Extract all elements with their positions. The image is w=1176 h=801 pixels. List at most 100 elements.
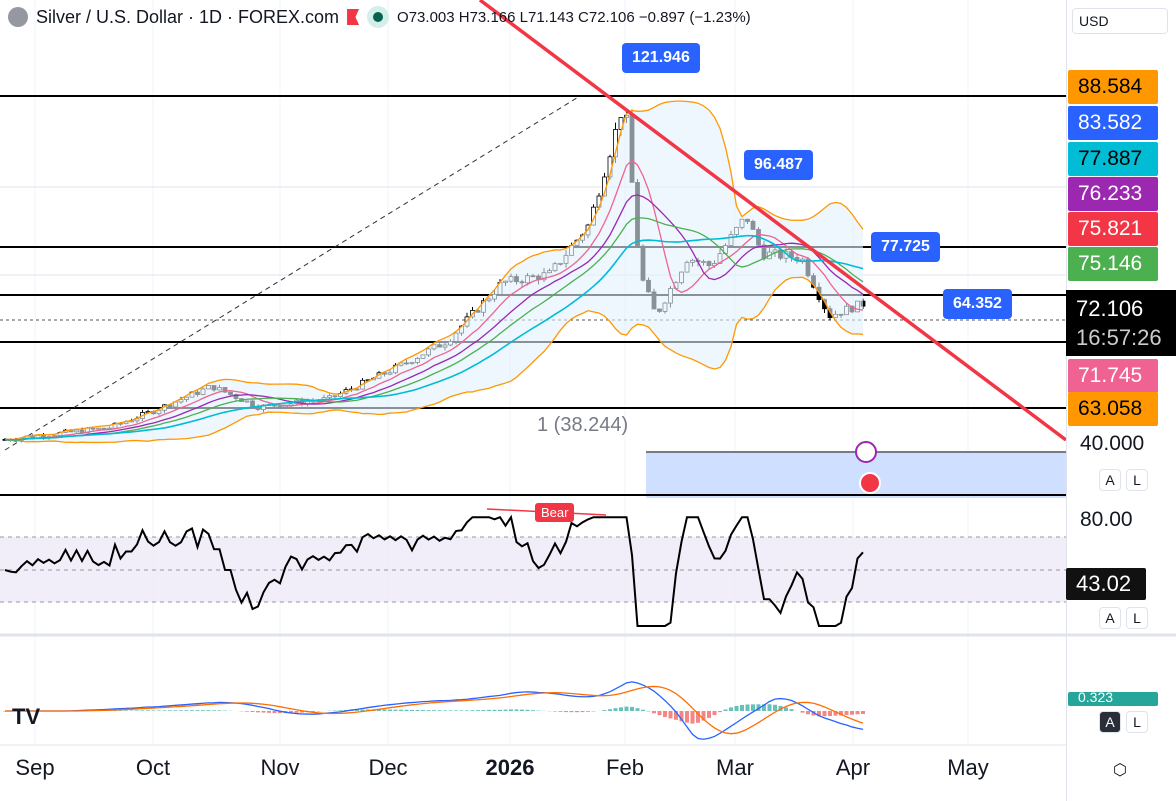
macd-histogram-bar <box>157 710 161 711</box>
target-zone <box>646 452 1066 498</box>
ohlc-values: O73.003 H73.166 L71.143 C72.106 −0.897 (… <box>397 8 751 26</box>
macd-histogram-bar <box>707 711 711 718</box>
macd-histogram-bar <box>212 710 216 711</box>
macd-histogram-bar <box>476 710 480 711</box>
macd-histogram-bar <box>256 711 260 713</box>
rsi-auto-scale-button[interactable]: A <box>1099 607 1121 629</box>
macd-histogram-bar <box>822 711 827 717</box>
settings-icon[interactable]: ⬡ <box>1113 762 1127 779</box>
macd-histogram-bar <box>509 709 513 711</box>
month-label: Feb <box>606 755 644 780</box>
month-label: Mar <box>716 755 754 780</box>
event-flash-icon <box>855 441 877 463</box>
macd-histogram-bar <box>674 711 678 720</box>
callout-peak[interactable]: 121.946 <box>622 43 700 73</box>
macd-histogram-bar <box>553 711 557 712</box>
symbol-header: Silver / U.S. Dollar · 1D · FOREX.com O7… <box>8 6 751 28</box>
indicator-price-label: 71.745 <box>1068 359 1158 393</box>
macd-histogram-bar <box>135 710 139 711</box>
macd-histogram-bar <box>558 711 563 712</box>
macd-histogram-bar <box>586 711 590 712</box>
macd-line <box>5 681 864 740</box>
macd-histogram-bar <box>789 709 794 711</box>
macd-histogram-bar <box>723 709 728 711</box>
macd-histogram-bar <box>146 710 150 711</box>
macd-histogram-bar <box>162 710 167 711</box>
macd-histogram-bar <box>800 711 805 713</box>
currency-selector[interactable]: USD <box>1072 8 1168 34</box>
macd-histogram-bar <box>635 708 640 711</box>
macd-histogram-bar <box>580 711 585 713</box>
macd-histogram-bar <box>261 711 266 713</box>
month-label: May <box>947 755 989 780</box>
macd-histogram-bar <box>426 710 431 711</box>
macd-histogram-bar <box>690 711 695 724</box>
macd-histogram-bar <box>179 710 183 711</box>
indicator-price-label: 88.584 <box>1068 70 1158 104</box>
macd-histogram-bar <box>118 710 123 711</box>
callout-high-2[interactable]: 96.487 <box>744 150 813 180</box>
macd-histogram-bar <box>718 711 722 713</box>
macd-histogram-bar <box>608 709 612 711</box>
price-axis[interactable] <box>1066 0 1176 801</box>
month-label: Dec <box>368 755 408 780</box>
macd-histogram-bar <box>338 710 343 711</box>
month-label: Apr <box>835 755 871 780</box>
signal-line <box>5 685 864 735</box>
ma-8 <box>4 159 864 441</box>
fib-level-label: 1 (38.244) <box>537 414 629 436</box>
callout-trendline[interactable]: 77.725 <box>871 232 940 262</box>
macd-histogram-bar <box>569 711 574 713</box>
macd-histogram-bar <box>602 710 607 711</box>
ma-20 <box>4 217 864 441</box>
macd-histogram-bar <box>740 704 744 711</box>
macd-auto-scale-button[interactable]: A <box>1099 711 1121 733</box>
macd-histogram-bar <box>245 711 249 712</box>
macd-histogram-bar <box>410 709 414 711</box>
indicator-price-label: 75.146 <box>1068 247 1158 281</box>
macd-histogram-bar <box>575 711 579 713</box>
axis-label-40: 40.000 <box>1080 432 1145 455</box>
macd-histogram-bar <box>437 710 442 711</box>
macd-histogram-bar <box>498 709 502 711</box>
macd-histogram-bar <box>696 711 700 723</box>
macd-histogram-bar <box>459 710 464 711</box>
flag-icon[interactable] <box>347 9 360 25</box>
macd-histogram-bar <box>300 711 304 713</box>
macd-histogram-bar <box>173 710 178 711</box>
macd-histogram-bar <box>850 711 854 715</box>
tradingview-logo[interactable]: TV <box>12 704 41 729</box>
macd-histogram-bar <box>393 709 398 711</box>
auto-scale-button[interactable]: A <box>1099 469 1121 491</box>
macd-histogram-bar <box>828 711 832 717</box>
current-price-label: 72.106 16:57:26 <box>1066 290 1176 356</box>
macd-histogram-bar <box>833 711 838 716</box>
month-label: 2026 <box>485 755 535 780</box>
indicator-price-label: 75.821 <box>1068 212 1158 246</box>
macd-histogram-bar <box>388 709 392 711</box>
macd-histogram-bar <box>415 709 420 711</box>
bollinger-lower <box>4 276 864 444</box>
macd-histogram-bar <box>399 709 403 711</box>
macd-histogram-bar <box>641 709 645 711</box>
macd-histogram-bar <box>481 709 486 711</box>
log-scale-button[interactable]: L <box>1126 469 1148 491</box>
macd-histogram-bar <box>294 711 299 713</box>
macd-log-scale-button[interactable]: L <box>1126 711 1148 733</box>
macd-histogram-bar <box>201 710 205 711</box>
rsi-log-scale-button[interactable]: L <box>1126 607 1148 629</box>
macd-histogram-bar <box>278 711 282 714</box>
macd-histogram-bar <box>855 711 860 715</box>
macd-histogram-bar <box>525 709 530 711</box>
macd-histogram-bar <box>839 711 843 716</box>
macd-histogram-bar <box>531 710 535 711</box>
macd-histogram-bar <box>806 711 810 715</box>
macd-histogram-bar <box>421 710 425 711</box>
macd-histogram-bar <box>756 704 761 711</box>
ma-30 <box>4 234 864 441</box>
indicator-price-label: 83.582 <box>1068 106 1158 140</box>
macd-histogram-bar <box>668 711 673 719</box>
symbol-title[interactable]: Silver / U.S. Dollar · 1D · FOREX.com <box>36 6 340 27</box>
callout-target[interactable]: 64.352 <box>943 289 1012 319</box>
